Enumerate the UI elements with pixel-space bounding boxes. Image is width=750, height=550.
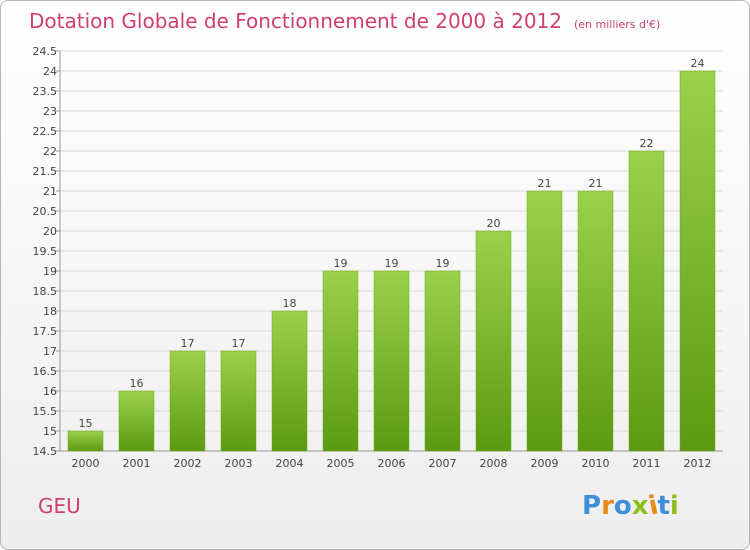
bar-2005 <box>322 270 359 452</box>
x-tick-label: 2011 <box>633 457 661 470</box>
x-tick-label: 2012 <box>684 457 712 470</box>
bar-2004 <box>271 310 308 452</box>
y-tick-label: 24 <box>43 65 57 78</box>
x-tick-label: 2002 <box>174 457 202 470</box>
y-tick-label: 18.5 <box>33 285 58 298</box>
data-label: 17 <box>181 337 195 350</box>
data-label: 17 <box>232 337 246 350</box>
bar-2008 <box>475 230 512 452</box>
y-tick-label: 19.5 <box>33 245 58 258</box>
y-tick-label: 17 <box>43 345 57 358</box>
bar-2011 <box>628 150 665 452</box>
y-tick-label: 17.5 <box>33 325 58 338</box>
y-tick-label: 19 <box>43 265 57 278</box>
x-tick-label: 2004 <box>276 457 304 470</box>
data-label: 20 <box>487 217 501 230</box>
chart-subtitle: (en milliers d'€) <box>574 18 661 31</box>
bar-2000 <box>67 430 104 452</box>
y-tick-label: 21 <box>43 185 57 198</box>
data-label: 22 <box>640 137 654 150</box>
commune-name: GEU <box>38 494 81 518</box>
x-tick-label: 2007 <box>429 457 457 470</box>
data-label: 19 <box>385 257 399 270</box>
y-tick-label: 14.5 <box>33 445 58 458</box>
logo-letter: x <box>631 491 649 521</box>
bar-2009 <box>526 190 563 452</box>
bar-2003 <box>220 350 257 452</box>
data-label: 19 <box>436 257 450 270</box>
logo-letter: r <box>601 491 614 521</box>
y-tick-label: 15 <box>43 425 57 438</box>
x-tick-label: 2005 <box>327 457 355 470</box>
bar-2006 <box>373 270 410 452</box>
x-tick-label: 2006 <box>378 457 406 470</box>
data-label: 21 <box>589 177 603 190</box>
logo-letter: i <box>669 491 679 521</box>
data-label: 19 <box>334 257 348 270</box>
y-tick-label: 20 <box>43 225 57 238</box>
bar-2001 <box>118 390 155 452</box>
logo-letter: P <box>582 491 602 521</box>
bar-2002 <box>169 350 206 452</box>
y-tick-label: 23 <box>43 105 57 118</box>
logo-letter: t <box>657 491 670 521</box>
x-tick-label: 2001 <box>123 457 151 470</box>
bar-2012 <box>679 70 716 452</box>
bar-2010 <box>577 190 614 452</box>
data-label: 15 <box>79 417 93 430</box>
logo-letter: o <box>613 491 632 521</box>
x-tick-label: 2003 <box>225 457 253 470</box>
y-tick-label: 20.5 <box>33 205 58 218</box>
bar-2007 <box>424 270 461 452</box>
y-tick-label: 22 <box>43 145 57 158</box>
y-tick-label: 22.5 <box>33 125 58 138</box>
y-tick-label: 18 <box>43 305 57 318</box>
data-label: 21 <box>538 177 552 190</box>
data-label: 18 <box>283 297 297 310</box>
x-tick-label: 2000 <box>72 457 100 470</box>
x-tick-label: 2009 <box>531 457 559 470</box>
y-tick-label: 16 <box>43 385 57 398</box>
proxiti-logo: Proxiti <box>582 490 679 522</box>
x-tick-label: 2010 <box>582 457 610 470</box>
chart-title-text: Dotation Globale de Fonctionnement de 20… <box>29 9 562 33</box>
y-tick-label: 24.5 <box>33 45 58 58</box>
y-tick-label: 16.5 <box>33 365 58 378</box>
data-label: 16 <box>130 377 144 390</box>
y-tick-label: 15.5 <box>33 405 58 418</box>
chart-title: Dotation Globale de Fonctionnement de 20… <box>29 8 660 38</box>
x-tick-label: 2008 <box>480 457 508 470</box>
data-label: 24 <box>691 57 705 70</box>
y-tick-label: 23.5 <box>33 85 58 98</box>
y-tick-label: 21.5 <box>33 165 58 178</box>
